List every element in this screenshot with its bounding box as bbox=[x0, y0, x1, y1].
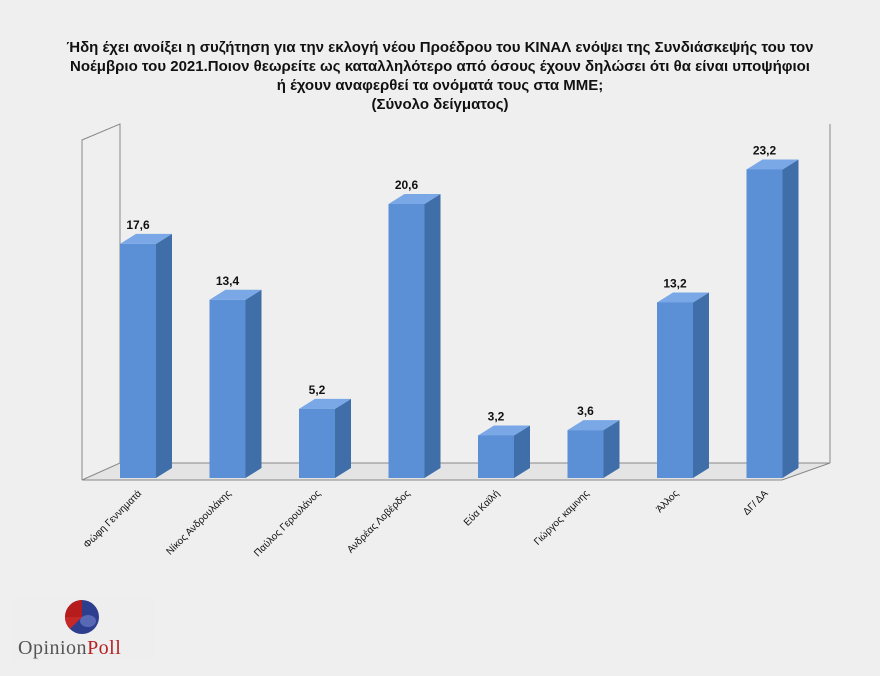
bar-top-1 bbox=[209, 289, 262, 300]
bar-side-6 bbox=[693, 292, 709, 478]
title-line-1: Ήδη έχει ανοίξει η συζήτηση για την εκλο… bbox=[66, 39, 814, 56]
data-label-0: 17,6 bbox=[126, 218, 150, 232]
plot-floor bbox=[81, 462, 831, 481]
x-tick-label-2: Παύλος Γερουλάνος bbox=[252, 488, 324, 560]
bar-side-0 bbox=[156, 233, 172, 478]
data-label-5: 3,6 bbox=[577, 404, 594, 418]
bar-6 bbox=[657, 302, 693, 478]
data-label-6: 13,2 bbox=[663, 276, 687, 290]
bar-top-5 bbox=[567, 420, 620, 431]
data-label-3: 20,6 bbox=[395, 178, 419, 192]
data-label-4: 3,2 bbox=[488, 409, 505, 423]
chart-title: Ήδη έχει ανοίξει η συζήτηση για την εκλο… bbox=[20, 38, 860, 114]
bar-top-3 bbox=[388, 194, 441, 205]
data-label-7: 23,2 bbox=[753, 143, 777, 157]
bar-0 bbox=[120, 243, 156, 478]
data-label-1: 13,4 bbox=[216, 274, 240, 288]
bar-side-3 bbox=[424, 194, 441, 478]
logo-text: OpinionPoll bbox=[18, 637, 121, 660]
bar-side-1 bbox=[245, 289, 262, 478]
bar-side-7 bbox=[782, 159, 799, 478]
bar-side-4 bbox=[514, 425, 530, 478]
logo-text-part1: Opinion bbox=[18, 637, 88, 659]
bar-2 bbox=[299, 408, 335, 478]
x-tick-label-4: Εύα Καϊλή bbox=[461, 488, 502, 529]
bar-5 bbox=[567, 430, 604, 478]
x-tick-label-0: Φώφη Γεννηματά bbox=[81, 487, 144, 550]
x-tick-label-7: ΔΓ/ ΔΑ bbox=[741, 488, 771, 518]
bar-3 bbox=[388, 204, 425, 478]
logo-text-part2: Poll bbox=[87, 637, 122, 659]
bar-7 bbox=[746, 169, 783, 478]
pie-logo-icon bbox=[65, 600, 99, 634]
bar-top-7 bbox=[746, 159, 799, 170]
title-line-4: (Σύνολο δείγματος) bbox=[371, 96, 509, 113]
bar-top-2 bbox=[299, 398, 351, 409]
bar-top-4 bbox=[478, 425, 530, 436]
title-line-2: Νοέμβριο του 2021.Ποιον θεωρείτε ως κατα… bbox=[70, 58, 810, 75]
x-tick-label-3: Ανδρέας Λοβέρδος bbox=[345, 488, 413, 556]
plot-left-wall bbox=[81, 123, 121, 480]
x-tick-label-1: Νίκος Ανδρουλάκης bbox=[164, 488, 234, 558]
bar-4 bbox=[478, 435, 514, 478]
bar-side-5 bbox=[603, 420, 620, 478]
data-label-2: 5,2 bbox=[309, 383, 326, 397]
x-tick-label-5: Γιώργος καμινης bbox=[532, 488, 592, 548]
bar-side-2 bbox=[335, 398, 351, 478]
bar-1 bbox=[209, 299, 246, 478]
x-tick-label-6: Άλλος bbox=[654, 488, 681, 515]
title-line-3: ή έχουν αναφερθεί τα ονόματά τους στα ΜΜ… bbox=[276, 77, 604, 94]
opinionpoll-logo: OpinionPoll bbox=[12, 597, 154, 661]
bar-top-0 bbox=[120, 233, 172, 244]
bar-top-6 bbox=[657, 292, 709, 303]
